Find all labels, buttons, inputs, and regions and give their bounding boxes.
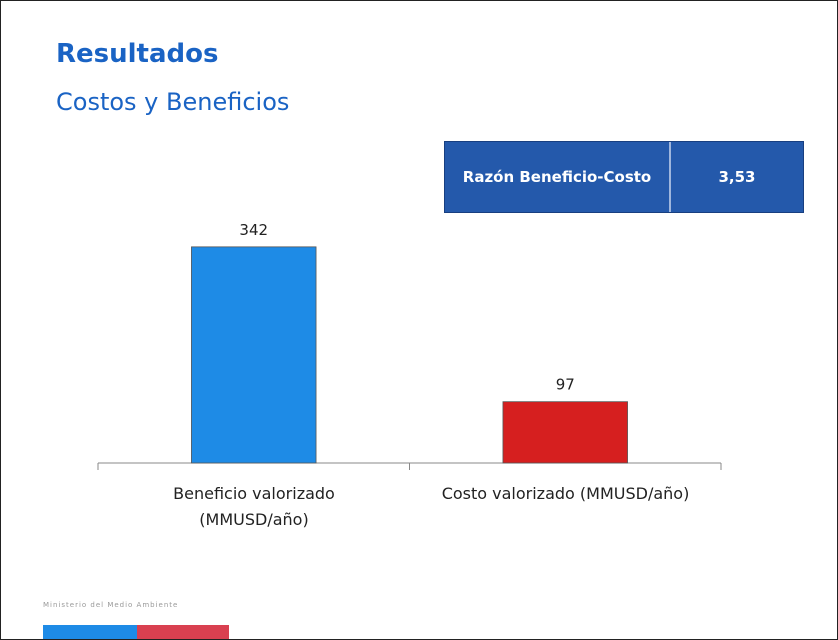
x-tick-label: Costo valorizado (MMUSD/año) (441, 484, 690, 503)
footer-band (137, 625, 229, 639)
x-tick-label: Beneficio valorizado (MMUSD/año) (173, 484, 335, 529)
data-label: 97 (556, 376, 575, 394)
data-label: 342 (239, 221, 268, 239)
ratio-table: Razón Beneficio-Costo 3,53 (444, 141, 804, 213)
ratio-label: Razón Beneficio-Costo (445, 142, 671, 212)
slide-title: Resultados (56, 39, 219, 69)
ratio-value: 3,53 (718, 168, 756, 186)
footer-text: Ministerio del Medio Ambiente (43, 601, 179, 609)
bar (502, 401, 628, 464)
footer-band (43, 625, 137, 639)
bar (191, 246, 317, 464)
slide-subtitle: Costos y Beneficios (56, 88, 290, 116)
